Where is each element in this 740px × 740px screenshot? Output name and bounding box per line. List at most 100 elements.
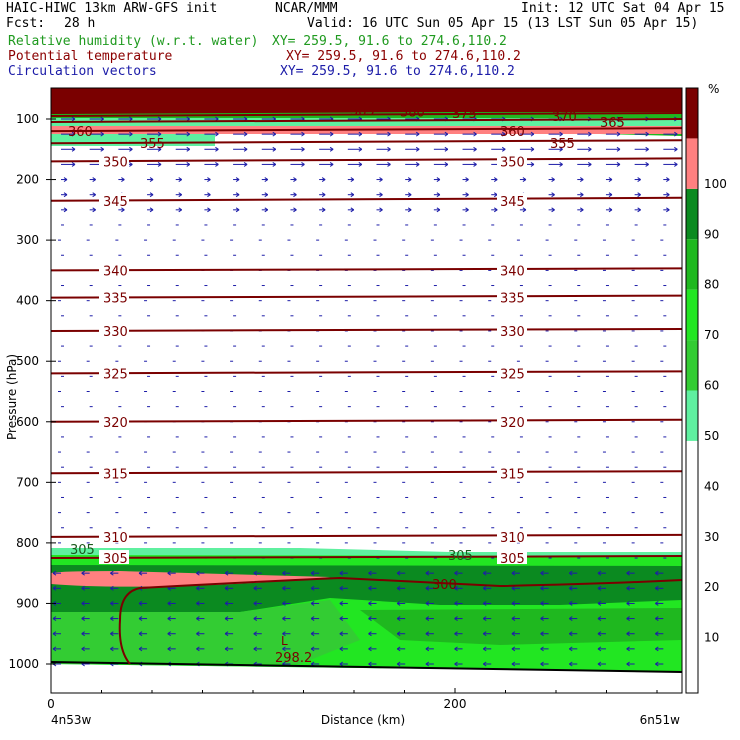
vector-head: [616, 146, 621, 152]
vector-head: [301, 131, 305, 137]
vector-head: [358, 131, 363, 137]
vector-head: [243, 162, 248, 167]
colorbar-outline: [685, 87, 699, 694]
vector-head: [540, 661, 544, 667]
vector-head: [110, 570, 114, 576]
vector-head: [666, 177, 670, 182]
colorbar-swatch: [686, 138, 698, 189]
vector-head: [81, 601, 85, 606]
colorbar-label: 10: [704, 631, 719, 645]
theta-label-bg: [99, 262, 129, 277]
vector-head: [436, 192, 441, 198]
vector-head: [597, 661, 602, 667]
vector-head: [454, 570, 458, 576]
vector-head: [224, 616, 229, 621]
vector-head: [350, 207, 355, 213]
vector-head: [540, 585, 544, 591]
theta-contour: [51, 139, 682, 145]
vector-head: [52, 646, 57, 652]
vector-head: [493, 207, 498, 213]
vector-head: [235, 177, 240, 182]
vector-head: [396, 661, 401, 667]
vector-head: [329, 146, 334, 152]
vector-head: [511, 661, 516, 667]
vector-head: [100, 116, 104, 122]
vector-head: [637, 192, 641, 198]
vector-head: [616, 162, 621, 167]
theta-label-bg: [497, 322, 527, 337]
colorbar-label: 40: [704, 479, 719, 493]
vector-head: [110, 585, 114, 591]
x-tick-label: 200: [444, 697, 467, 711]
vector-head: [493, 177, 498, 182]
theta-label-bg: [497, 465, 527, 480]
vector-head: [444, 162, 449, 167]
vector-head: [579, 192, 584, 198]
theta-contour: [51, 418, 682, 423]
vector-head: [530, 131, 535, 137]
vector-head: [482, 661, 487, 667]
vector-head: [71, 162, 76, 167]
vector-head: [473, 146, 477, 152]
vector-head: [350, 192, 355, 198]
theta-contour: [51, 555, 682, 560]
vector-head: [626, 570, 630, 576]
vector-head: [339, 616, 344, 621]
vector-head: [482, 585, 487, 591]
vector-head: [321, 177, 326, 182]
vector-head: [436, 207, 441, 213]
rh-bl-60: [51, 600, 360, 664]
theta-label-305: 305: [448, 549, 473, 564]
vector-head: [235, 207, 240, 213]
vector-head: [501, 131, 506, 137]
theta-contour: [51, 470, 682, 475]
colorbar-swatch: [686, 390, 698, 441]
theta-label-bg: [497, 550, 527, 565]
field-theta-name: Potential temperature: [8, 49, 173, 64]
vector-head: [454, 631, 458, 637]
vector-head: [167, 616, 172, 621]
vector-head: [415, 146, 420, 152]
vector-head: [178, 177, 183, 182]
vector-head: [522, 207, 527, 213]
vector-head: [587, 146, 592, 152]
vector-head: [407, 192, 412, 198]
vector-head: [568, 601, 573, 606]
vector-head: [100, 146, 104, 152]
vector-head: [551, 192, 555, 198]
y-tick-label: 700: [16, 475, 39, 489]
theta-label-bg: [99, 289, 129, 304]
theta-label-bg: [497, 528, 527, 543]
theta-label-upper: 355: [140, 137, 165, 152]
vector-head: [157, 146, 162, 152]
vector-head: [465, 177, 469, 182]
theta-label-left: 310: [103, 531, 128, 546]
theta-label-bg: [497, 289, 527, 304]
vector-head: [626, 585, 630, 591]
vector-head: [522, 177, 527, 182]
theta-label-left: 330: [103, 325, 128, 340]
vector-head: [368, 601, 372, 606]
vector-head: [368, 661, 372, 667]
theta-label-upper: 380: [400, 106, 425, 121]
vector-head: [264, 177, 269, 182]
vector-head: [368, 585, 372, 591]
vector-head: [52, 570, 57, 576]
vector-head: [387, 162, 391, 167]
theta-label-bg: [497, 262, 527, 277]
vector-head: [52, 631, 57, 637]
vector-head: [92, 177, 96, 182]
y-axis: 100 200 300 400 500 600 700 800 900 1000: [8, 112, 56, 671]
vector-head: [444, 131, 449, 137]
vector-head: [167, 601, 172, 606]
vector-head: [396, 601, 401, 606]
vector-head: [666, 207, 670, 213]
theta-contour: [51, 108, 682, 114]
vector-head: [224, 631, 229, 637]
vector-head: [482, 570, 487, 576]
vector-head: [196, 631, 200, 637]
valid-time: Valid: 16 UTC Sun 05 Apr 15 (13 LST Sun …: [307, 16, 699, 31]
vector-head: [396, 631, 401, 637]
vector-head: [368, 616, 372, 621]
theta-contour: [51, 370, 682, 375]
